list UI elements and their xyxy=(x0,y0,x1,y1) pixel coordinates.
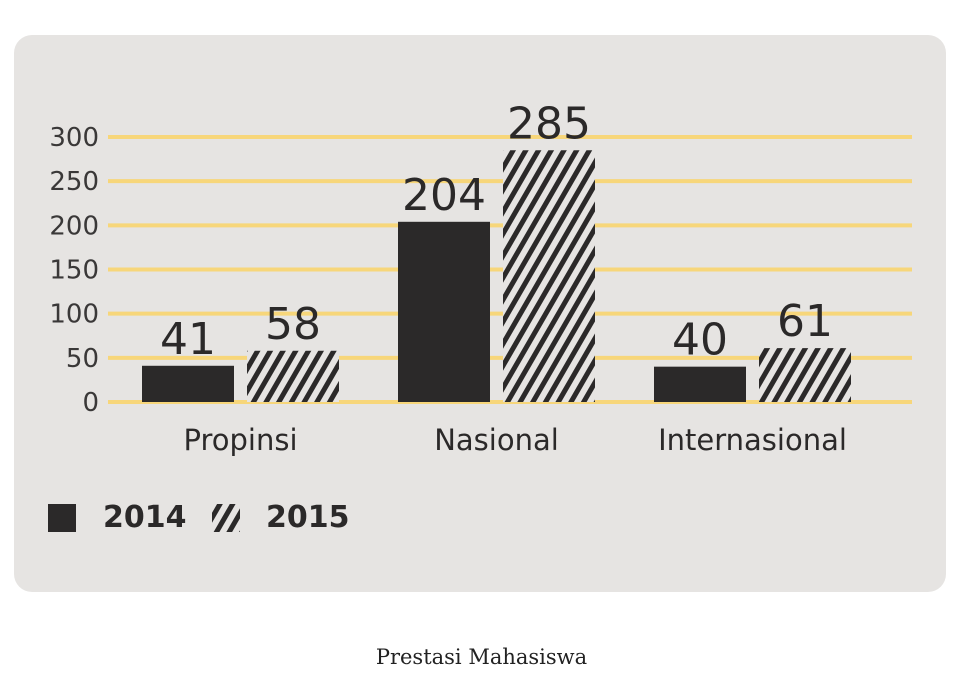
bar-2014-nasional xyxy=(398,221,490,402)
y-tick-label: 100 xyxy=(49,300,99,330)
category-label: Internasional xyxy=(658,423,847,457)
data-label: 285 xyxy=(507,98,591,149)
y-tick-label: 300 xyxy=(49,123,99,153)
y-axis-ticks: 0 50 100 150 200 250 300 xyxy=(49,123,99,418)
bar-2014-propinsi xyxy=(142,365,234,402)
legend-swatch-solid xyxy=(48,504,76,532)
x-axis-categories: Propinsi Nasional Internasional xyxy=(183,423,846,457)
bar-2015-nasional xyxy=(503,150,595,402)
data-label: 40 xyxy=(672,315,728,366)
bar-2015-propinsi xyxy=(247,350,339,402)
figure-caption: Prestasi Mahasiswa xyxy=(375,645,588,669)
data-label: 61 xyxy=(777,296,833,347)
bars xyxy=(142,150,851,402)
y-tick-label: 0 xyxy=(82,388,99,418)
y-tick-label: 50 xyxy=(66,344,99,374)
bar-chart: 0 50 100 150 200 250 300 41 58 204 285 40 61 Propin… xyxy=(48,98,912,535)
bar-2015-internasional xyxy=(759,348,851,402)
legend-label: 2014 xyxy=(103,500,187,535)
category-label: Propinsi xyxy=(183,423,297,457)
y-tick-label: 150 xyxy=(49,256,99,286)
category-label: Nasional xyxy=(434,423,559,457)
legend-swatch-hatched xyxy=(212,504,240,532)
data-label: 41 xyxy=(160,314,216,365)
data-label: 58 xyxy=(265,299,321,350)
y-tick-label: 200 xyxy=(49,211,99,241)
legend: 2014 2015 xyxy=(48,500,350,535)
value-labels: 41 58 204 285 40 61 xyxy=(160,98,833,365)
bar-2014-internasional xyxy=(654,366,746,402)
legend-label: 2015 xyxy=(266,500,350,535)
data-label: 204 xyxy=(402,170,486,221)
y-tick-label: 250 xyxy=(49,167,99,197)
